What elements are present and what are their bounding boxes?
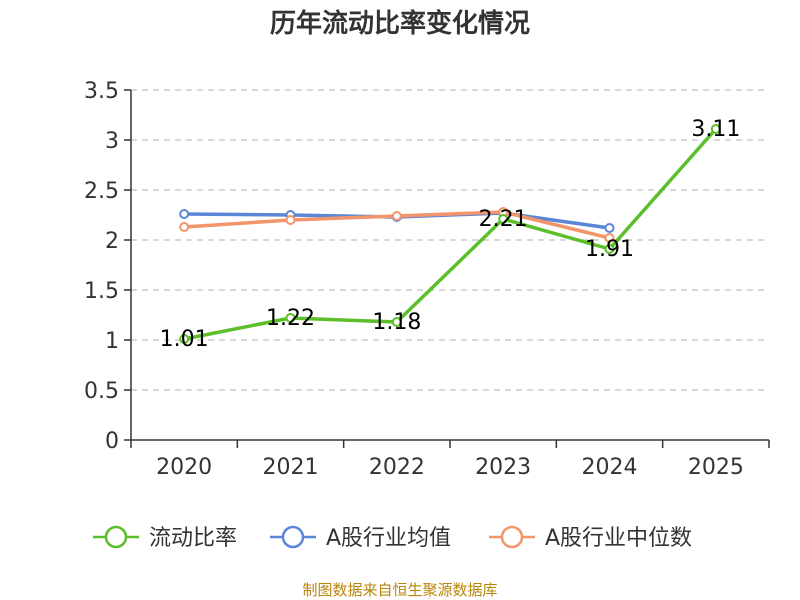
data-point-2 — [285, 215, 296, 225]
data-label: 1.22 — [266, 306, 315, 331]
x-tick-label: 2020 — [156, 455, 212, 480]
data-label: 2.21 — [479, 207, 528, 232]
series-layer — [179, 124, 721, 344]
legend-marker-1 — [281, 525, 305, 549]
x-tick-label: 2021 — [263, 455, 319, 480]
x-tick-label: 2025 — [688, 455, 744, 480]
y-tick-label: 2 — [105, 229, 119, 254]
data-point-0 — [604, 244, 615, 254]
y-tick-label: 0.5 — [84, 379, 119, 404]
data-label: 3.11 — [691, 117, 740, 142]
data-point-0 — [498, 214, 509, 224]
data-point-2 — [391, 211, 402, 221]
data-point-1 — [179, 209, 190, 219]
data-point-2 — [604, 233, 615, 243]
x-tick-label: 2023 — [475, 455, 531, 480]
legend-label-2: A股行业中位数 — [545, 526, 692, 551]
data-point-0 — [710, 124, 721, 134]
legend: 流动比率 A股行业均值 A股行业中位数 — [93, 525, 692, 551]
y-tick-label: 0 — [105, 429, 119, 454]
chart-title: 历年流动比率变化情况 — [270, 8, 530, 39]
legend-marker-0 — [104, 525, 128, 549]
legend-label-0: 流动比率 — [149, 526, 237, 551]
data-point-1 — [604, 223, 615, 233]
data-label: 1.91 — [585, 237, 634, 262]
data-label: 1.18 — [372, 310, 421, 335]
x-tick-label: 2024 — [582, 455, 638, 480]
data-labels: 1.01 1.22 1.18 2.21 1.91 3.11 — [160, 117, 741, 352]
grid-lines — [131, 89, 769, 391]
x-tick-label: 2022 — [369, 455, 425, 480]
data-label: 1.01 — [160, 327, 209, 352]
source-note: 制图数据来自恒生聚源数据库 — [302, 581, 497, 599]
y-tick-label: 2.5 — [84, 179, 119, 204]
legend-label-1: A股行业均值 — [326, 526, 451, 551]
data-point-2 — [179, 222, 190, 232]
y-tick-label: 3.5 — [84, 79, 119, 104]
data-point-0 — [285, 313, 296, 323]
y-tick-label: 1 — [105, 329, 119, 354]
y-tick-label: 3 — [105, 129, 119, 154]
data-point-0 — [179, 334, 190, 344]
data-point-0 — [391, 317, 402, 327]
axes: 0 0.5 1 1.5 2 2.5 3 3.5 2020 2021 2022 2023 2024 2025 — [84, 79, 770, 480]
y-tick-label: 1.5 — [84, 279, 119, 304]
legend-marker-2 — [500, 525, 524, 549]
series-line-0 — [183, 127, 718, 341]
